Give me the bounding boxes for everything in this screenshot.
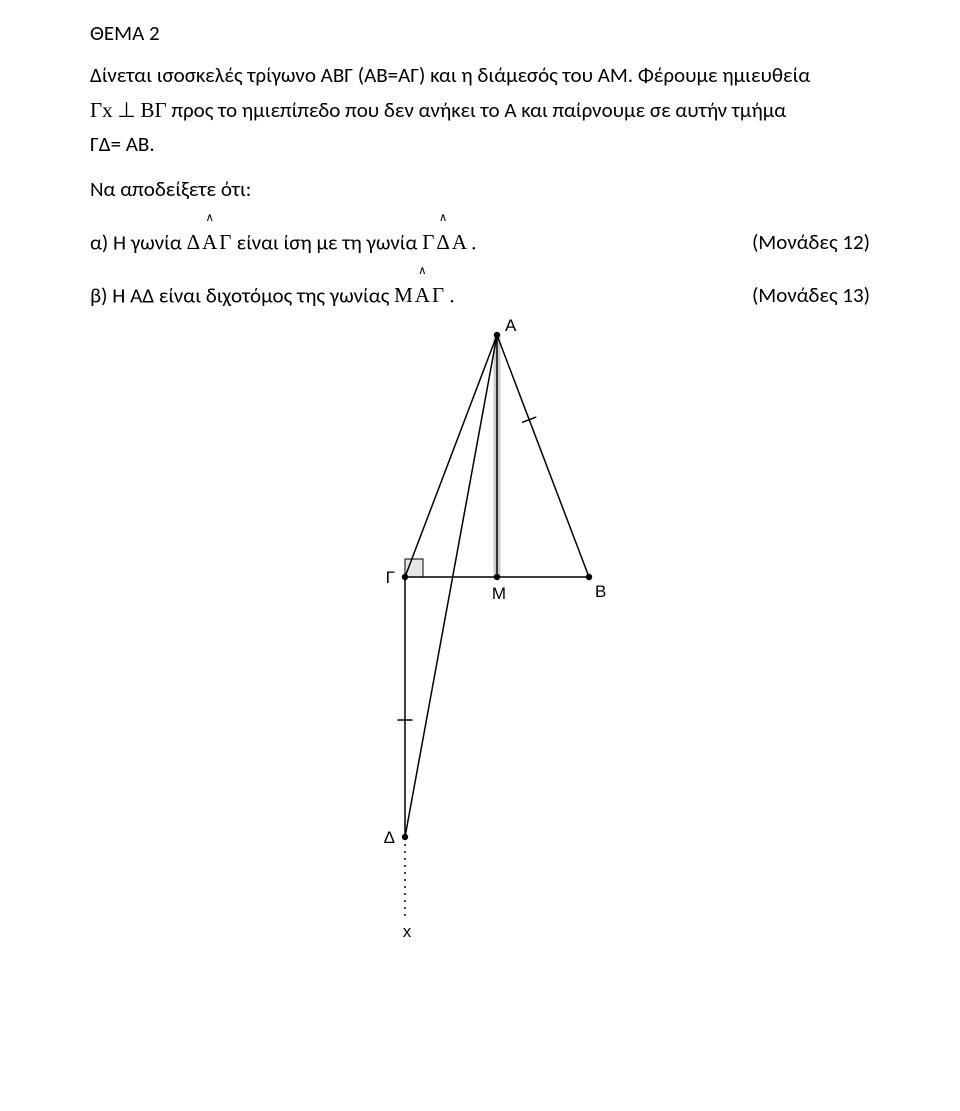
question-a-row: α) Η γωνία ΔΑΓ είναι ίση με τη γωνία ΓΔΑ… bbox=[90, 215, 870, 260]
question-b-row: β) Η ΑΔ είναι διχοτόμος της γωνίας ΜΑΓ .… bbox=[90, 268, 870, 313]
angle-mag-right: Γ bbox=[432, 283, 444, 307]
prove-that: Να αποδείξετε ότι: bbox=[90, 172, 870, 207]
geometry-figure: Α Β Γ Μ Δx bbox=[285, 317, 675, 947]
qb-pre: β) Η ΑΔ είναι διχοτόμος της γωνίας bbox=[90, 282, 394, 308]
svg-text:Μ: Μ bbox=[492, 584, 506, 603]
points-b: (Μονάδες 13) bbox=[752, 278, 870, 313]
qa-post: . bbox=[471, 229, 476, 255]
angle-mag-left: Μ bbox=[394, 283, 413, 307]
svg-text:x: x bbox=[403, 922, 412, 941]
geometry-figure-wrap: Α Β Γ Μ Δx bbox=[90, 317, 870, 952]
theme-title: ΘΕΜΑ 2 bbox=[90, 20, 870, 46]
angle-dag-center: Α bbox=[202, 215, 217, 260]
angle-gda-center: Δ bbox=[436, 215, 450, 260]
angle-mag: ΜΑΓ bbox=[394, 283, 449, 307]
paragraph-line-2: Γx ⊥ ΒΓ προς το ημιεπίπεδο που δεν ανήκε… bbox=[90, 93, 870, 128]
angle-gda: ΓΔΑ bbox=[422, 230, 471, 254]
bg-segment: ΒΓ bbox=[140, 98, 166, 122]
svg-text:Γ: Γ bbox=[386, 568, 395, 587]
svg-text:Β: Β bbox=[595, 582, 606, 601]
question-b-text: β) Η ΑΔ είναι διχοτόμος της γωνίας ΜΑΓ . bbox=[90, 268, 455, 313]
angle-mag-center: Α bbox=[415, 268, 430, 313]
angle-gda-right: Α bbox=[452, 230, 466, 254]
svg-text:Δ: Δ bbox=[384, 828, 395, 847]
paragraph-line-3: ΓΔ= ΑΒ. bbox=[90, 127, 870, 162]
paragraph-line-2-rest: προς το ημιεπίπεδο που δεν ανήκει το Α κ… bbox=[171, 97, 786, 123]
angle-dag: ΔΑΓ bbox=[187, 230, 237, 254]
perp-symbol: ⊥ bbox=[117, 98, 135, 122]
paragraph-line-1: Δίνεται ισοσκελές τρίγωνο ΑΒΓ (ΑΒ=ΑΓ) κα… bbox=[90, 58, 870, 93]
question-a-text: α) Η γωνία ΔΑΓ είναι ίση με τη γωνία ΓΔΑ… bbox=[90, 215, 476, 260]
qa-mid: είναι ίση με τη γωνία bbox=[237, 229, 423, 255]
angle-gda-left: Γ bbox=[422, 230, 434, 254]
svg-text:Α: Α bbox=[505, 317, 517, 335]
qa-pre: α) Η γωνία bbox=[90, 229, 187, 255]
points-a: (Μονάδες 12) bbox=[752, 225, 870, 260]
angle-dag-right: Γ bbox=[219, 230, 231, 254]
gx-segment: Γx bbox=[90, 98, 113, 122]
angle-dag-left: Δ bbox=[187, 230, 201, 254]
qb-post: . bbox=[449, 282, 454, 308]
